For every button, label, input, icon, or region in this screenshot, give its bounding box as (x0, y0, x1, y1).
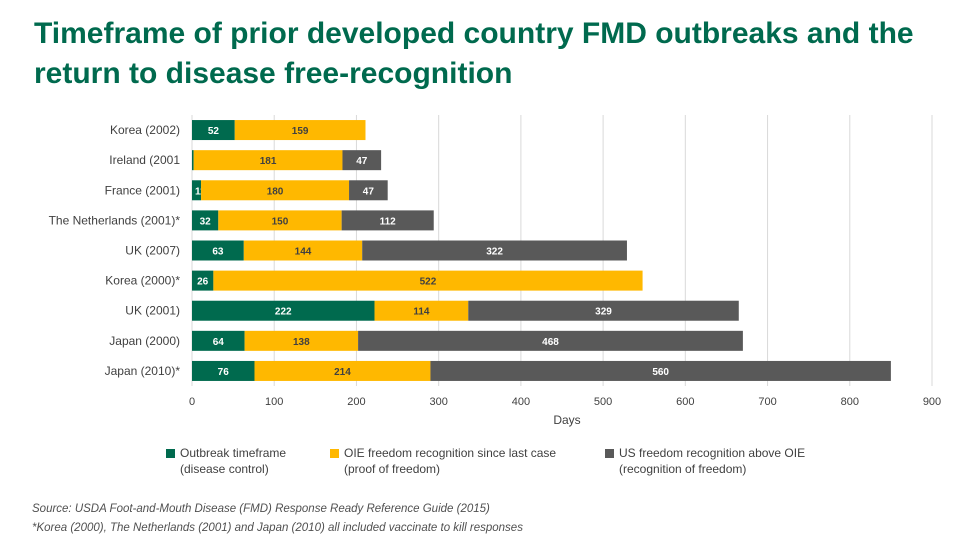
category-label: France (2001) (105, 183, 180, 197)
x-tick-label: 600 (676, 396, 694, 408)
x-tick-label: 100 (265, 396, 283, 408)
data-label: 159 (292, 126, 309, 137)
bar-segment (243, 240, 363, 261)
category-label: The Netherlands (2001)* (49, 213, 181, 227)
x-tick-labels: 0 100 200 300 400 500 600 700 800 900 (189, 396, 941, 408)
stacked-bar-chart: 5215921814711180473215011263144322265222… (49, 115, 941, 427)
bar-segment (374, 300, 469, 321)
x-axis-label: Days (553, 413, 580, 427)
bar-segment (201, 180, 350, 201)
category-label: Japan (2000) (109, 334, 180, 348)
bar-segment (192, 180, 202, 201)
legend-label-outbreak-line2: (disease control) (180, 462, 269, 476)
bar-segment (192, 210, 219, 231)
bars: 5215921814711180473215011263144322265222… (192, 120, 891, 381)
bar-segment (192, 360, 255, 381)
legend-label-outbreak-line1: Outbreak timeframe (180, 446, 287, 460)
data-label: 522 (420, 277, 437, 288)
chart-title: Timeframe of prior developed country FMD… (34, 14, 954, 94)
legend-swatch-oie (330, 449, 339, 458)
data-label: 11 (195, 186, 206, 197)
data-label: 181 (260, 156, 277, 167)
x-tick-label: 900 (923, 396, 941, 408)
x-tick-label: 0 (189, 396, 195, 408)
x-tick-label: 400 (512, 396, 530, 408)
data-label: 180 (267, 186, 284, 197)
bar-segment (468, 300, 739, 321)
bar-segment (213, 270, 643, 291)
category-label: Korea (2000)* (105, 274, 180, 288)
bar-segment (362, 240, 627, 261)
chart-title-line1: Timeframe of prior developed country FMD… (34, 17, 914, 50)
category-label: UK (2007) (125, 244, 180, 258)
bar-segment (349, 180, 388, 201)
bar-segment (192, 330, 245, 351)
chart-title-line2: return to disease free-recognition (34, 57, 513, 90)
data-label: 26 (197, 277, 209, 288)
data-label: 63 (212, 247, 224, 258)
legend-item-outbreak: Outbreak timeframe (disease control) (166, 445, 286, 477)
data-label: 329 (595, 307, 612, 318)
bar-segment (430, 360, 891, 381)
data-label: 47 (363, 186, 375, 197)
data-label: 64 (213, 337, 225, 348)
source-note: Source: USDA Foot-and-Mouth Disease (FMD… (32, 503, 490, 515)
data-label: 52 (208, 126, 220, 137)
data-label: 214 (334, 367, 351, 378)
data-label: 322 (486, 247, 503, 258)
data-label: 32 (200, 216, 212, 227)
legend-label-oie-line2: (proof of freedom) (344, 462, 441, 476)
legend-item-us: US freedom recognition above OIE (recogn… (605, 445, 805, 477)
legend-swatch-outbreak (166, 449, 175, 458)
legend-item-oie: OIE freedom recognition since last case … (330, 445, 556, 477)
x-tick-label: 800 (841, 396, 859, 408)
bar-segment (244, 330, 359, 351)
bar-segment (192, 270, 214, 291)
bar-segment (192, 300, 375, 321)
category-label: Korea (2002) (110, 123, 180, 137)
data-label: 114 (413, 307, 430, 318)
bar-segment (341, 210, 434, 231)
category-labels: Korea (2002) Ireland (2001 France (2001) Th… (49, 123, 181, 378)
category-label: Ireland (2001 (109, 153, 180, 167)
legend-swatch-us (605, 449, 614, 458)
bar-segment (342, 150, 382, 171)
bar-segment (192, 240, 244, 261)
data-label: 560 (652, 367, 669, 378)
data-label: 144 (295, 247, 312, 258)
legend-label-us-line2: (recognition of freedom) (619, 462, 747, 476)
bar-segment (192, 150, 194, 171)
x-tick-label: 500 (594, 396, 612, 408)
data-label: 47 (356, 156, 368, 167)
data-label: 76 (218, 367, 230, 378)
bar-segment (358, 330, 743, 351)
bar-segment (254, 360, 431, 381)
x-tick-label: 700 (758, 396, 776, 408)
legend-label-us-line1: US freedom recognition above OIE (619, 446, 806, 460)
bar-segment (193, 150, 343, 171)
legend-label-oie-line1: OIE freedom recognition since last case (344, 446, 557, 460)
x-tick-label: 300 (429, 396, 447, 408)
category-label: Japan (2010)* (105, 364, 181, 378)
data-label: 138 (293, 337, 310, 348)
bar-segment (234, 120, 366, 141)
data-label: 222 (275, 307, 292, 318)
category-label: UK (2001) (125, 304, 180, 318)
data-label: 468 (542, 337, 559, 348)
data-label: 112 (380, 216, 397, 227)
bar-segment (218, 210, 342, 231)
footnote: *Korea (2000), The Netherlands (2001) an… (32, 522, 523, 534)
data-label: 150 (272, 216, 289, 227)
x-tick-label: 200 (347, 396, 365, 408)
bar-segment (192, 120, 235, 141)
